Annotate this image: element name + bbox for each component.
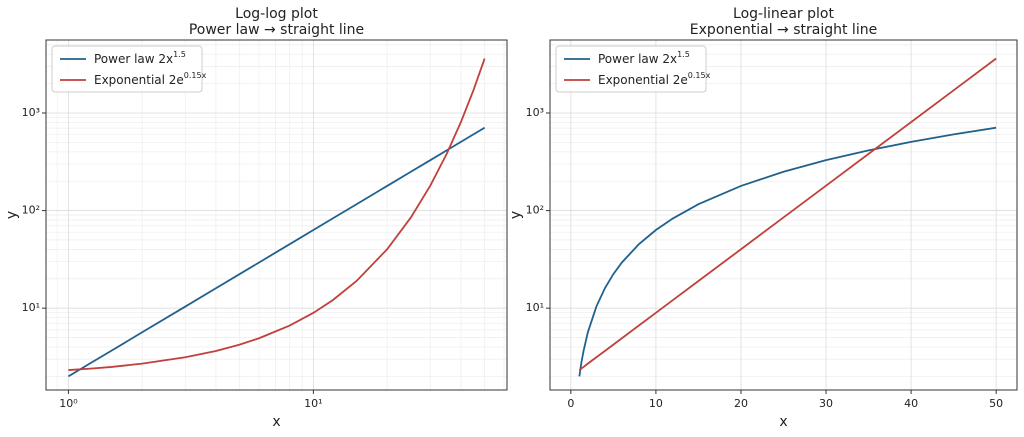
x-axis-label: x	[779, 414, 787, 430]
chart-subtitle: Power law → straight line	[189, 22, 364, 38]
y-axis-label: y	[4, 211, 20, 219]
plot-frame	[549, 39, 1018, 391]
legend-label-exponent: 0.15x	[184, 71, 207, 80]
legend-box	[555, 45, 707, 93]
y-tick-label: 10²	[526, 204, 544, 217]
x-tick-label: 50	[989, 397, 1003, 410]
legend: Power law 2x1.5 Exponential 2e0.15x	[51, 45, 207, 93]
legend: Power law 2x1.5 Exponential 2e0.15x	[555, 45, 711, 93]
x-tick-label: 10⁰	[59, 397, 78, 410]
chart-title: Log-log plot	[235, 6, 318, 22]
legend-label-text: Exponential 2e	[598, 73, 688, 87]
y-tick-label: 10²	[22, 204, 40, 217]
y-tick-label: 10¹	[22, 301, 40, 314]
legend-label-exponent: 1.5	[173, 50, 186, 59]
legend-label-text: Power law 2x	[598, 52, 677, 66]
legend-label-exponent: 0.15x	[688, 71, 711, 80]
x-tick-label: 10	[649, 397, 663, 410]
legend-box	[51, 45, 203, 93]
series-line	[67, 126, 486, 378]
y-axis-label: y	[508, 211, 524, 219]
series-line	[578, 126, 997, 377]
y-tick-label: 10³	[526, 106, 544, 119]
series-line	[578, 57, 997, 371]
y-tick-label: 10³	[22, 106, 40, 119]
legend-label-text: Power law 2x	[94, 52, 173, 66]
series-line	[68, 58, 486, 371]
plot-frame	[45, 39, 508, 391]
legend-label: Power law 2x1.5	[598, 50, 690, 66]
chart-subtitle: Exponential → straight line	[690, 22, 877, 38]
legend-label: Power law 2x1.5	[94, 50, 186, 66]
x-tick-label: 20	[734, 397, 748, 410]
legend-label-text: Exponential 2e	[94, 73, 184, 87]
legend-label: Exponential 2e0.15x	[598, 71, 711, 87]
x-tick-label: 0	[567, 397, 574, 410]
y-tick-label: 10¹	[526, 301, 544, 314]
x-tick-label: 30	[819, 397, 833, 410]
legend-label: Exponential 2e0.15x	[94, 71, 207, 87]
x-axis-label: x	[272, 414, 280, 430]
legend-label-exponent: 1.5	[677, 50, 690, 59]
x-tick-label: 40	[904, 397, 918, 410]
x-tick-label: 10¹	[304, 397, 322, 410]
chart-title: Log-linear plot	[733, 6, 834, 22]
